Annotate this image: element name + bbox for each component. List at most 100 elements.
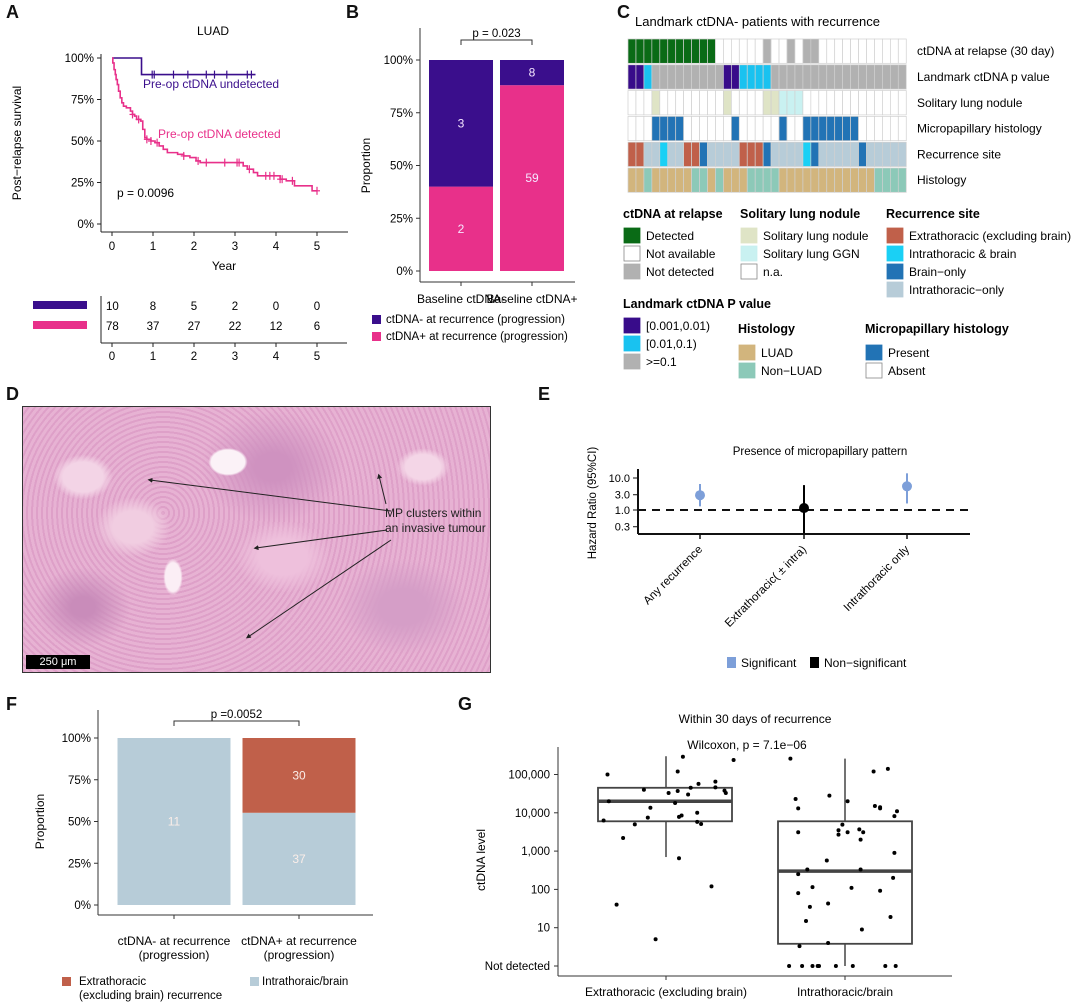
heatmap-cell (730, 116, 740, 142)
risk-table-value: 12 (270, 321, 283, 333)
histology-image: MP clusters within an invasive tumour 25… (22, 406, 491, 673)
risk-table-value: 10 (106, 301, 119, 313)
heatmap-cell (802, 38, 812, 64)
y-tick-label: 1.0 (615, 505, 630, 517)
data-point (632, 822, 637, 827)
data-point (817, 964, 821, 968)
data-point (824, 858, 829, 863)
legend-label: Solitary lung nodule (763, 229, 869, 243)
data-point (858, 837, 863, 842)
data-point (845, 830, 850, 835)
legend-title: Micropapillary histology (865, 322, 1009, 336)
data-point (648, 805, 653, 810)
heatmap-cell (683, 90, 692, 116)
heatmap-cell (675, 38, 685, 64)
heatmap-cell (858, 38, 867, 64)
y-tick-label: 10 (537, 923, 550, 935)
data-point (807, 904, 812, 909)
data-point (679, 813, 684, 818)
hazard-ratio-point (902, 481, 912, 492)
heatmap-cell (866, 90, 875, 116)
heatmap-cell (730, 90, 740, 116)
x-tick-label: 4 (273, 241, 280, 253)
heatmap-cell (802, 141, 812, 167)
heatmap-cell (810, 141, 820, 167)
heatmap-cell (707, 38, 716, 64)
data-point (883, 964, 888, 968)
data-point (826, 901, 831, 906)
x-axis-label: Year (212, 259, 236, 273)
heatmap-cell (691, 64, 700, 90)
legend-swatch (250, 977, 259, 986)
heatmap-cell (834, 116, 843, 142)
bar-segment (500, 60, 564, 86)
y-tick-label: 1,000 (521, 846, 550, 858)
heatmap-row-label: Landmark ctDNA p value (917, 70, 1050, 84)
heatmap-cell (897, 64, 907, 90)
heatmap-cell (635, 141, 645, 167)
data-point (836, 828, 841, 833)
heatmap-cell (834, 167, 843, 193)
legend-swatch (623, 245, 641, 262)
heatmap-cell (874, 116, 883, 142)
legend-label: Not detected (646, 265, 714, 279)
chart-title: Presence of micropapillary pattern (733, 446, 908, 458)
forest-plot: Presence of micropapillary pattern 0.3 1.0… (587, 446, 970, 670)
heatmap-cell (786, 38, 796, 64)
y-tick-label: 100,000 (508, 770, 550, 782)
heatmap-cell (635, 167, 645, 193)
heatmap-cell (707, 167, 716, 193)
x-category-label: Extrathoracic (excluding brain) (585, 985, 747, 999)
heatmap-cell (762, 64, 772, 90)
heatmap-cell (730, 38, 740, 64)
risk-table-tick-label: 5 (314, 351, 320, 363)
heatmap-cell (826, 167, 836, 193)
heatmap-cell (659, 64, 669, 90)
data-point (645, 815, 650, 820)
y-tick-label: 100 (531, 884, 550, 896)
legend-title: Solitary lung nodule (740, 207, 860, 221)
heatmap-cell (754, 64, 764, 90)
heatmap-cell (683, 64, 692, 90)
box (777, 820, 913, 945)
data-point (787, 964, 792, 968)
data-point (826, 940, 831, 945)
y-axis-label: Hazard Ratio (95%CI) (587, 447, 599, 560)
heatmap-cell (707, 141, 716, 167)
data-point (796, 806, 801, 811)
heatmap-cell (762, 90, 772, 116)
heatmap-cell (842, 90, 851, 116)
heatmap-cell (778, 167, 788, 193)
bar-count-label: 30 (292, 768, 306, 782)
panel-letter-a: A (6, 2, 19, 22)
data-point (845, 799, 850, 804)
legend-label: ctDNA- at recurrence (progression) (386, 314, 565, 326)
legend-swatch (865, 362, 883, 379)
data-point (878, 805, 883, 810)
heatmap-cell (675, 141, 685, 167)
risk-table-value: 0 (314, 301, 320, 313)
heatmap-cell (826, 116, 836, 142)
risk-table-tick-label: 3 (232, 351, 238, 363)
heatmap-cell (651, 141, 661, 167)
heatmap-cell (810, 38, 820, 64)
heatmap-cell (723, 64, 732, 90)
risk-table-value: 8 (150, 301, 156, 313)
box (597, 786, 733, 823)
legend-label: Intrathoraic/brain (262, 976, 348, 988)
heatmap-cell (882, 141, 891, 167)
heatmap-cell (874, 90, 883, 116)
arrow-line (147, 477, 392, 512)
heatmap-cell (834, 90, 843, 116)
data-point (804, 918, 808, 923)
heatmap-cell (746, 38, 756, 64)
scale-bar: 250 μm (26, 655, 90, 669)
heatmap-cell (659, 141, 669, 167)
y-tick-label: 0% (396, 266, 413, 278)
heatmap-cell (874, 64, 883, 90)
heatmap-cell (850, 167, 859, 193)
heatmap-cell (715, 38, 724, 64)
legend-swatch (886, 263, 904, 280)
heatmap-cell (818, 90, 828, 116)
x-tick-label: 3 (232, 241, 238, 253)
